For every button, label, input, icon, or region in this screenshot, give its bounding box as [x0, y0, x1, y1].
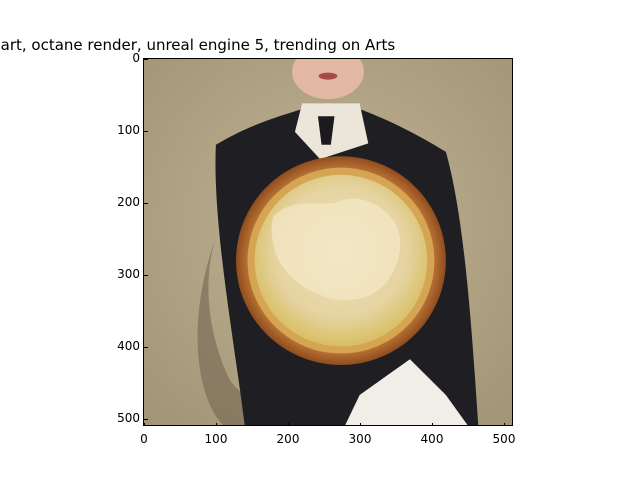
x-tick-label-400: 400	[420, 432, 444, 446]
y-tick-0	[144, 59, 148, 60]
y-tick-100	[144, 131, 148, 132]
y-tick-500	[144, 419, 148, 420]
x-tick-label-300: 300	[348, 432, 372, 446]
x-tick-0	[144, 423, 145, 425]
x-tick-label-0: 0	[140, 432, 148, 446]
x-tick-300	[360, 423, 361, 425]
lips	[318, 72, 338, 80]
x-tick-label-100: 100	[204, 432, 228, 446]
y-tick-400	[144, 347, 148, 348]
pie-portrait-image	[144, 59, 512, 425]
x-tick-label-200: 200	[276, 432, 300, 446]
y-tick-label-400: 400	[117, 339, 140, 353]
y-tick-300	[144, 275, 148, 276]
y-tick-label-100: 100	[117, 123, 140, 137]
x-tick-label-500: 500	[492, 432, 516, 446]
pie-highlight	[271, 198, 401, 301]
white-shirt-bottom	[345, 359, 468, 425]
tie	[317, 116, 335, 145]
y-tick-label-300: 300	[117, 267, 140, 281]
x-tick-500	[504, 423, 505, 425]
y-tick-label-500: 500	[117, 411, 140, 425]
x-tick-100	[216, 423, 217, 425]
shadow	[197, 237, 324, 425]
plot-title: hyperrealistic, concept art, octane rend…	[0, 36, 396, 54]
y-tick-label-0: 0	[132, 51, 140, 65]
x-tick-200	[288, 423, 289, 425]
image-axes	[143, 58, 513, 426]
y-tick-label-200: 200	[117, 195, 140, 209]
y-tick-200	[144, 203, 148, 204]
x-tick-400	[432, 423, 433, 425]
